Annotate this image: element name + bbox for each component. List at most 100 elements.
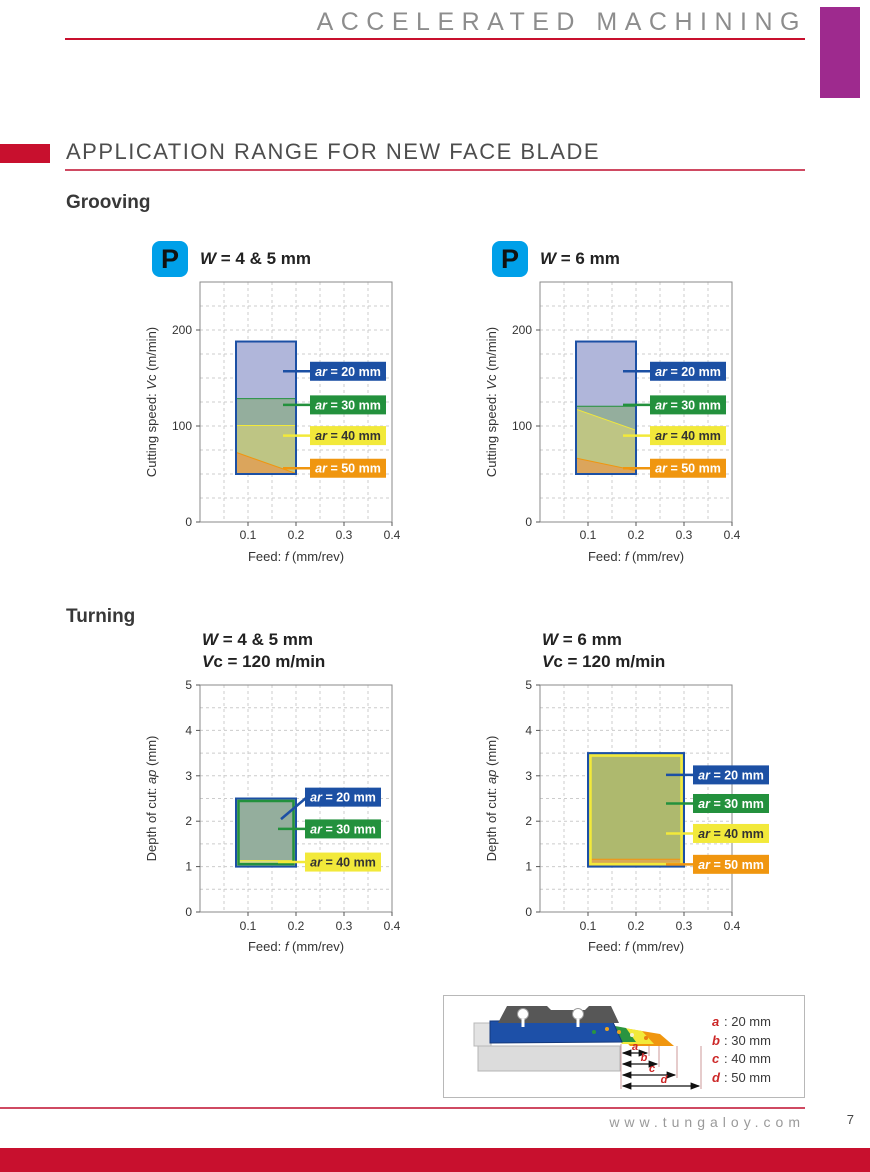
ar-labels: ar = 20 mm ar = 30 mm ar = 40 mm ar = 50 mm [666,765,769,874]
svg-text:0.2: 0.2 [628,528,645,542]
svg-text:d: d [712,1070,721,1085]
svg-text:ar = 20 mm: ar = 20 mm [655,365,721,379]
application-region [587,752,685,868]
application-region [235,797,297,868]
clamp-pin [572,1008,584,1020]
svg-text:: 40 mm: : 40 mm [724,1051,771,1066]
ar-label-box [310,361,386,381]
tool-holder-end [473,1022,492,1047]
svg-text:Cutting speed: Vc (m/min): Cutting speed: Vc (m/min) [484,327,499,477]
section-heading-turning: Turning [66,606,136,627]
svg-text:ar = 20 mm: ar = 20 mm [310,791,376,805]
svg-text:1: 1 [185,860,192,874]
svg-text:c: c [649,1063,655,1075]
ar-label-box [693,854,769,874]
svg-text:: 20 mm: : 20 mm [724,1014,771,1029]
svg-text:0.2: 0.2 [628,919,645,933]
axes: 0.1 0.2 0.3 0.4 0 1 2 3 4 5 [185,678,400,933]
svg-text:Feed: f (mm/rev): Feed: f (mm/rev) [588,939,684,954]
svg-text:b: b [712,1033,720,1048]
dimension-arrows [621,1049,701,1090]
header-rule [65,38,805,40]
svg-text:1: 1 [525,860,532,874]
svg-text:0.4: 0.4 [384,528,401,542]
chart-title-grooving-w4-5: W = 4 & 5 mm [200,249,312,268]
svg-text:3: 3 [525,769,532,783]
svg-text:4: 4 [185,723,192,737]
svg-text:0.3: 0.3 [676,528,693,542]
svg-text:ar = 50 mm: ar = 50 mm [698,858,764,872]
title-accent-bar [0,144,50,163]
blade-legend: a : 20 mm b : 30 mm c : 40 mm d : 50 mm [712,1014,771,1085]
screw-dot [592,1030,596,1034]
svg-text:0: 0 [525,905,532,919]
svg-text:0.4: 0.4 [384,919,401,933]
brand-logo-text: ACCELERATED MACHINING [316,8,807,36]
ar-label-box [650,426,726,446]
svg-text:d: d [661,1074,668,1086]
svg-text:Depth of cut: ap (mm): Depth of cut: ap (mm) [484,736,499,862]
ar-label-box [650,361,726,381]
footer-url: www.tungaloy.com [609,1114,805,1130]
clamp-pin-stem [521,1019,525,1027]
ar-label-box [693,793,769,813]
ar-label-box [305,819,381,839]
ar-label-box [650,395,726,415]
axes: 0.1 0.2 0.3 0.4 0 1 2 3 4 5 [525,678,740,933]
svg-text:ar = 40 mm: ar = 40 mm [655,429,721,443]
page-number: 7 [846,1112,854,1127]
blade-illustration: a b c d a : 20 mm b : 30 mm c : 40 mm d … [473,1006,771,1090]
turning-chart-w6: 0.1 0.2 0.3 0.4 0 1 2 3 4 5 ar = 20 mm ar = 30 mm ar… [480,675,780,970]
section-heading-grooving: Grooving [66,192,151,213]
svg-text:Feed: f (mm/rev): Feed: f (mm/rev) [248,549,344,564]
screw-dot [617,1030,621,1034]
svg-text:ar = 40 mm: ar = 40 mm [315,429,381,443]
chart-title-grooving-w6: W = 6 mm [540,249,620,268]
svg-text:ar = 30 mm: ar = 30 mm [698,797,764,811]
svg-text:Depth of cut: ap (mm): Depth of cut: ap (mm) [144,736,159,862]
screw-dot [605,1027,609,1031]
svg-text:ar = 40 mm: ar = 40 mm [698,827,764,841]
turning-chart-w4-5: 0.1 0.2 0.3 0.4 0 1 2 3 4 5 ar = 20 mm ar = 30 mm ar… [140,675,440,970]
blade-dimension-panel: a b c d a : 20 mm b : 30 mm c : 40 mm d … [443,995,805,1098]
grooving-chart-w4-5: 0.1 0.2 0.3 0.4 0 100 200 ar = 20 mm ar = 30 mm a… [140,270,440,575]
corner-accent-block [820,7,860,98]
svg-text:: 50 mm: : 50 mm [724,1070,771,1085]
application-region [235,340,297,475]
svg-text:5: 5 [525,678,532,692]
svg-text:Feed: f (mm/rev): Feed: f (mm/rev) [248,939,344,954]
p-steel-icon: P [492,241,528,277]
svg-text:: 30 mm: : 30 mm [724,1033,771,1048]
svg-text:Feed: f (mm/rev): Feed: f (mm/rev) [588,549,684,564]
svg-text:0: 0 [525,515,532,529]
application-region [575,340,637,475]
svg-text:200: 200 [172,323,192,337]
ar-label-box [305,787,381,807]
ar-labels: ar = 20 mm ar = 30 mm ar = 40 mm ar = 50 mm [623,361,726,478]
svg-text:ar = 20 mm: ar = 20 mm [315,365,381,379]
ar-label-box [693,823,769,843]
svg-text:4: 4 [525,723,532,737]
svg-text:0.3: 0.3 [336,919,353,933]
svg-text:Cutting speed: Vc (m/min): Cutting speed: Vc (m/min) [144,327,159,477]
svg-text:ar = 50 mm: ar = 50 mm [655,462,721,476]
svg-text:c: c [712,1051,720,1066]
svg-text:0.1: 0.1 [580,528,597,542]
clamp-pin [517,1008,529,1020]
svg-text:0.1: 0.1 [240,528,257,542]
ar-labels: ar = 20 mm ar = 30 mm ar = 40 mm [278,787,381,872]
svg-text:0.2: 0.2 [288,528,305,542]
dimension-guides [620,1044,702,1089]
svg-text:0.4: 0.4 [724,919,741,933]
p-steel-icon: P [152,241,188,277]
svg-text:ar = 20 mm: ar = 20 mm [698,768,764,782]
svg-text:100: 100 [172,419,192,433]
svg-text:3: 3 [185,769,192,783]
grooving-chart-w6: 0.1 0.2 0.3 0.4 0 100 200 ar = 20 mm ar = 30 mm a… [480,270,780,575]
clamp-pin-stem [576,1019,580,1027]
blade-clamp [498,1006,619,1023]
ar-label-box [693,765,769,785]
